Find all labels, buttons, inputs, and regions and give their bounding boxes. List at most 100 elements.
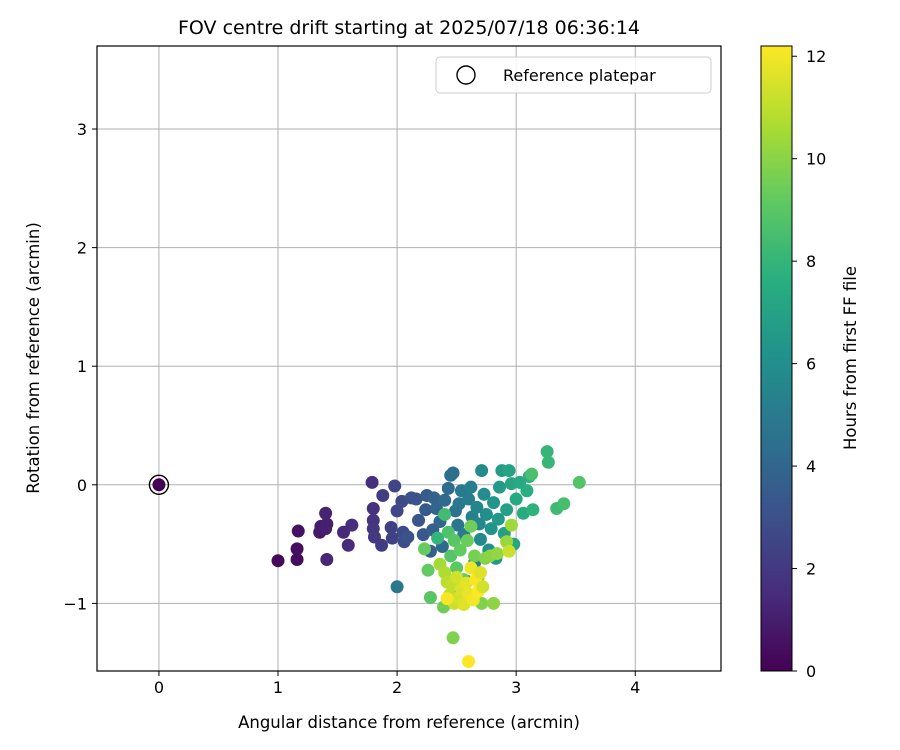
scatter-point [464,519,478,533]
scatter-point [451,518,465,532]
scatter-point [431,531,445,545]
scatter-point [453,543,467,557]
scatter-point [572,475,586,489]
scatter-point [375,538,389,552]
scatter-point [541,455,555,469]
colorbar-tick-label: 10 [806,150,826,169]
scatter-point [438,493,452,507]
legend-marker-icon [456,65,476,85]
colorbar-ticks: 0 2 4 6 8 10 12 [792,47,826,681]
scatter-point [473,532,487,546]
scatter-point [271,554,285,568]
grid-lines [97,46,721,671]
scatter-point [487,596,501,610]
scatter-point [502,464,516,478]
scatter-point [447,534,461,548]
colorbar: 0 2 4 6 8 10 12 Hours from first FF file [760,45,860,681]
scatter-point [476,580,490,594]
scatter-points [152,445,586,669]
scatter-point [384,520,398,534]
scatter-point [487,496,501,510]
scatter-point [385,531,399,545]
colorbar-tick-label: 4 [806,457,816,476]
scatter-point [491,512,505,526]
scatter-point [401,530,415,544]
y-axis-label: Rotation from reference (arcmin) [24,222,43,494]
scatter-point [460,534,474,548]
scatter-point [388,479,402,493]
scatter-point [319,506,333,520]
colorbar-tick-label: 0 [806,662,816,681]
scatter-point [390,580,404,594]
scatter-point [504,518,518,532]
y-tick-label: 0 [77,476,87,495]
colorbar-tick-label: 2 [806,560,816,579]
y-tick-label: 2 [77,239,87,258]
x-tick-label: 0 [154,678,164,697]
scatter-point [376,488,390,502]
scatter-point [502,544,516,558]
scatter-point [450,570,464,584]
legend: Reference platepar [435,56,712,94]
scatter-point [419,503,433,517]
scatter-point [475,464,489,478]
scatter-point [412,513,426,527]
scatter-point [417,542,431,556]
scatter-point [444,549,458,563]
scatter-point [520,484,534,498]
reference-platepar-marker [148,474,170,496]
scatter-point [320,517,334,531]
scatter-point [290,553,304,567]
chart-title: FOV centre drift starting at 2025/07/18 … [178,17,640,39]
x-axis-ticks: 0 1 2 3 4 [154,671,640,697]
scatter-point [467,549,481,563]
scatter-point [409,492,423,506]
scatter-point [365,475,379,489]
scatter-point [366,502,380,516]
scatter-point [341,538,355,552]
scatter-point [484,522,498,536]
x-axis-label: Angular distance from reference (arcmin) [238,713,580,732]
scatter-point [290,542,304,556]
plot-frame [96,45,722,672]
scatter-point [446,631,460,645]
scatter-point [490,547,504,561]
y-axis-ticks: −1 0 1 2 3 [63,120,97,613]
x-tick-label: 3 [511,678,521,697]
scatter-point [470,500,484,514]
y-tick-label: 1 [77,357,87,376]
colorbar-tick-label: 6 [806,355,816,374]
scatter-point [464,480,478,494]
scatter-point [440,592,454,606]
scatter-point [477,487,491,501]
colorbar-frame [760,45,793,672]
scatter-point [557,497,571,511]
colorbar-label: Hours from first FF file [841,266,860,450]
colorbar-tick-label: 12 [806,47,826,66]
legend-entry-reference: Reference platepar [503,66,656,85]
scatter-point [526,503,540,517]
scatter-point [291,524,305,538]
scatter-point [500,503,514,517]
scatter-point [493,480,507,494]
y-tick-label: 3 [77,120,87,139]
legend-box [435,56,712,94]
colorbar-tick-label: 8 [806,252,816,271]
scatter-point [427,491,441,505]
scatter-point [345,518,359,532]
scatter-point [421,563,435,577]
scatter-point [462,492,476,506]
scatter-point [525,467,539,481]
scatter-point [152,478,166,492]
scatter-point [423,590,437,604]
x-tick-label: 1 [273,678,283,697]
x-tick-label: 4 [630,678,640,697]
colorbar-gradient [761,46,792,671]
scatter-point [320,553,334,567]
scatter-point [509,492,523,506]
y-tick-label: −1 [63,594,87,613]
reference-marker [148,474,170,496]
scatter-point [441,481,455,495]
scatter-point [540,445,554,459]
